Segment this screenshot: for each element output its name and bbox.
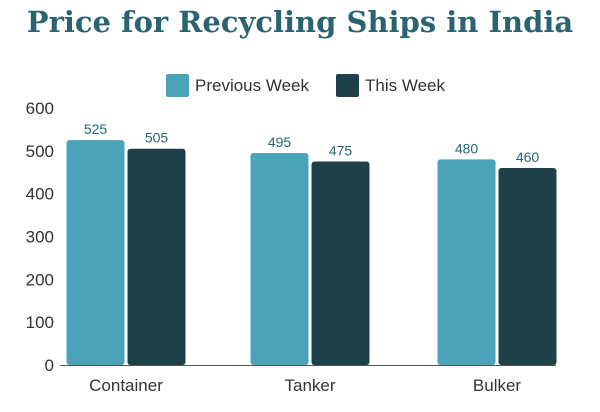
bar-this-week-tanker <box>311 161 370 365</box>
bar-previous-week-container <box>66 140 125 365</box>
y-tick-label: 400 <box>26 185 54 204</box>
data-label: 460 <box>516 149 540 165</box>
legend-swatch-this-week <box>336 74 359 97</box>
y-tick-label: 0 <box>45 356 54 375</box>
x-category-label: Container <box>89 376 163 395</box>
legend-label-previous-week: Previous Week <box>195 76 310 95</box>
data-label: 495 <box>268 134 292 150</box>
data-label: 475 <box>329 143 353 159</box>
y-tick-label: 100 <box>26 313 54 332</box>
bar-previous-week-bulker <box>437 159 496 365</box>
y-tick-label: 300 <box>26 228 54 247</box>
y-tick-label: 200 <box>26 270 54 289</box>
data-label: 480 <box>455 140 479 156</box>
y-tick-label: 600 <box>26 99 54 118</box>
bar-previous-week-tanker <box>250 152 309 365</box>
x-category-label: Tanker <box>284 376 335 395</box>
bar-this-week-bulker <box>498 167 557 365</box>
x-category-label: Bulker <box>473 376 522 395</box>
data-label: 505 <box>145 130 169 146</box>
y-tick-label: 500 <box>26 142 54 161</box>
legend: Previous Week This Week <box>0 74 600 100</box>
bar-this-week-container <box>127 148 186 365</box>
chart-title: Price for Recycling Ships in India <box>26 5 574 39</box>
legend-swatch-previous-week <box>166 74 189 97</box>
legend-label-this-week: This Week <box>365 76 445 95</box>
data-label: 525 <box>84 121 108 137</box>
